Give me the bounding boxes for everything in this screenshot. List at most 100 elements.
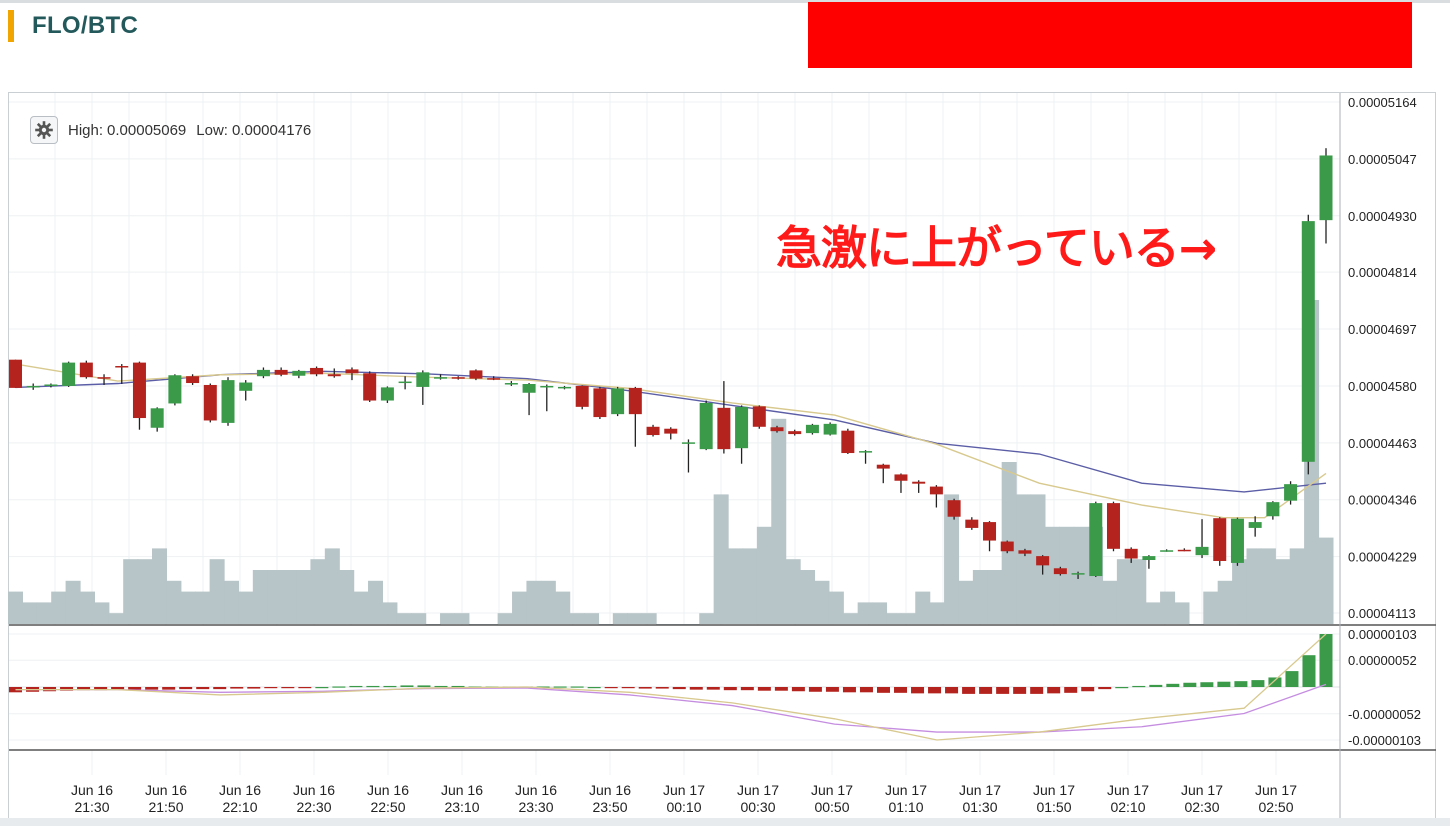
volume-bar <box>1145 602 1161 624</box>
macd-histogram-bar <box>876 687 890 693</box>
time-axis-date-label: Jun 16 <box>145 782 187 798</box>
time-axis-time-label: 21:50 <box>148 799 183 815</box>
time-axis-date-label: Jun 17 <box>1255 782 1297 798</box>
volume-bar <box>1203 591 1219 624</box>
volume-bar <box>584 613 600 624</box>
candle-up <box>239 382 253 391</box>
volume-bar <box>166 580 182 624</box>
macd-histogram-bar <box>621 687 635 689</box>
candle-up <box>44 384 58 386</box>
volume-bar <box>209 559 225 624</box>
candle-up <box>735 406 749 449</box>
volume-bar <box>123 559 139 624</box>
macd-histogram-bar <box>740 687 754 691</box>
volume-bar <box>540 580 556 624</box>
candle-down <box>487 378 501 380</box>
volume-bar <box>108 613 124 624</box>
macd-histogram-bar <box>213 687 227 690</box>
time-axis-time-label: 21:30 <box>74 799 109 815</box>
volume-bar <box>699 613 715 624</box>
moving-averages <box>15 363 1327 519</box>
low-label: Low: <box>196 121 228 139</box>
volume-bar <box>1016 494 1032 624</box>
volume-bar <box>65 580 81 624</box>
volume-bar <box>742 548 758 624</box>
price-axis-label: 0.00004463 <box>1348 436 1417 451</box>
time-axis-date-label: Jun 16 <box>71 782 113 798</box>
macd-line <box>15 633 1327 741</box>
candle-up <box>168 375 182 404</box>
ma-fast-line <box>15 363 1327 519</box>
macd-histogram-bar <box>570 686 584 688</box>
macd-axis-label: 0.00000103 <box>1348 627 1417 642</box>
candle-up <box>434 377 448 379</box>
candle-up <box>611 388 625 415</box>
grid-lines <box>9 93 1340 775</box>
macd-histogram-bar <box>281 687 295 689</box>
time-axis-time-label: 00:30 <box>740 799 775 815</box>
time-axis-time-label: 22:10 <box>222 799 257 815</box>
macd-histogram-bar <box>672 687 686 690</box>
macd-histogram-bar <box>757 687 771 691</box>
time-axis-time-label: 01:50 <box>1036 799 1071 815</box>
macd-histogram-bar <box>1013 687 1027 694</box>
candle-up <box>26 385 40 388</box>
macd-histogram-bar <box>366 685 380 688</box>
macd-histogram-bar <box>825 687 839 692</box>
price-surge-annotation: 急激に上がっている→ <box>776 221 1217 275</box>
candle-down <box>451 377 465 379</box>
macd-histogram-bar <box>1200 682 1214 687</box>
macd-histogram-bar <box>1098 687 1112 690</box>
macd-histogram-bar <box>1302 655 1316 687</box>
candle-down <box>1036 556 1050 566</box>
candle-down <box>1018 550 1032 554</box>
volume-bar <box>324 548 340 624</box>
time-axis-date-label: Jun 16 <box>515 782 557 798</box>
time-axis-date-label: Jun 16 <box>367 782 409 798</box>
price-axis-label: 0.00005164 <box>1348 95 1417 110</box>
candle-down <box>469 370 483 379</box>
macd-axis-label: -0.00000103 <box>1348 733 1421 748</box>
candle-up <box>1248 522 1262 528</box>
macd-histogram-bar <box>928 687 942 694</box>
candlesticks <box>9 148 1333 579</box>
time-axis-date-label: Jun 17 <box>663 782 705 798</box>
macd-histogram-bar <box>111 687 125 690</box>
candle-down <box>203 384 217 421</box>
time-axis-time-label: 22:50 <box>370 799 405 815</box>
volume-bar <box>137 559 153 624</box>
macd-histogram-bar <box>332 686 346 688</box>
candle-up <box>681 442 695 444</box>
macd-histogram-bar <box>128 687 142 690</box>
candle-down <box>983 522 997 541</box>
candle-down <box>841 430 855 454</box>
candle-down <box>646 426 660 436</box>
macd-histogram-bar <box>962 687 976 694</box>
candle-down <box>9 359 22 388</box>
volume-bar <box>569 613 585 624</box>
macd-histogram-bar <box>536 686 550 688</box>
volume-bar <box>8 591 23 624</box>
candle-down <box>115 366 129 368</box>
title-accent-bar <box>8 10 14 42</box>
volume-bar <box>1116 559 1132 624</box>
time-axis-date-label: Jun 16 <box>219 782 261 798</box>
volume-bar <box>353 591 369 624</box>
candle-up <box>62 362 76 386</box>
time-axis-time-label: 23:50 <box>592 799 627 815</box>
time-axis-time-label: 01:30 <box>962 799 997 815</box>
candle-down <box>752 406 766 427</box>
settings-gear-button[interactable] <box>30 116 58 144</box>
high-value: 0.00005069 <box>107 121 187 139</box>
top-border <box>0 0 1450 3</box>
macd-panel <box>9 633 1340 741</box>
price-axis-label: 0.00004113 <box>1348 606 1416 621</box>
candle-up <box>150 408 164 428</box>
candle-down <box>79 362 93 378</box>
macd-histogram-bar <box>94 687 108 691</box>
time-axis-date-label: Jun 16 <box>441 782 483 798</box>
gear-icon <box>35 121 53 139</box>
macd-histogram-bar <box>1081 687 1095 692</box>
volume-bar <box>915 591 931 624</box>
